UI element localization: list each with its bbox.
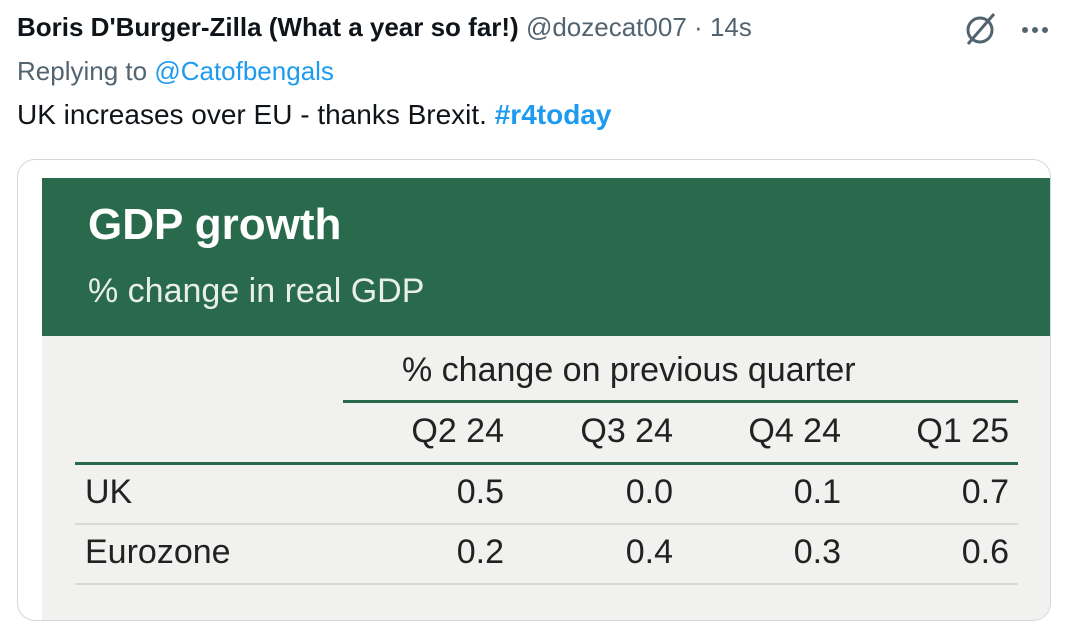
cell: 0.7 xyxy=(961,473,1009,511)
cell: 0.0 xyxy=(625,473,673,511)
column-header: Q4 24 xyxy=(748,412,841,450)
image-subtitle: % change in real GDP xyxy=(88,272,425,310)
cell: 0.6 xyxy=(961,533,1009,571)
column-header: Q1 25 xyxy=(916,412,1009,450)
page: Boris D'Burger-Zilla (What a year so far… xyxy=(17,12,1051,621)
grok-icon[interactable] xyxy=(966,13,996,45)
reply-to[interactable]: @Catofbengals xyxy=(154,56,334,86)
time[interactable]: 14s xyxy=(709,12,752,42)
hashtag[interactable]: #r4today xyxy=(494,99,612,130)
reply-line: Replying to @Catofbengals xyxy=(17,56,334,87)
row-divider xyxy=(75,523,1018,525)
text: UK increases over EU - thanks Brexit. xyxy=(17,99,487,130)
row-divider xyxy=(75,583,1018,585)
tweet-header: Boris D'Burger-Zilla (What a year so far… xyxy=(17,12,752,43)
cell: 0.3 xyxy=(793,533,841,571)
row-label: Eurozone xyxy=(85,533,231,571)
reply-prefix: Replying to xyxy=(17,56,148,86)
rule xyxy=(75,462,1018,465)
tweet-icons xyxy=(966,13,1048,45)
separator: · xyxy=(694,12,703,42)
cell: 0.1 xyxy=(793,473,841,511)
more-icon[interactable] xyxy=(1022,27,1048,33)
tweet-text: UK increases over EU - thanks Brexit. #r… xyxy=(17,99,611,131)
author-name[interactable]: Boris D'Burger-Zilla (What a year so far… xyxy=(17,12,519,42)
image: GDP growth % change in real GDP % change… xyxy=(42,178,1050,620)
handle[interactable]: @dozecat007 xyxy=(525,12,687,42)
cell: 0.2 xyxy=(456,533,504,571)
image-header: GDP growth % change in real GDP xyxy=(42,178,1050,336)
cell: 0.5 xyxy=(456,473,504,511)
row-label: UK xyxy=(85,473,133,511)
rule xyxy=(343,400,1018,403)
media-card[interactable]: GDP growth % change in real GDP % change… xyxy=(17,159,1051,621)
image-title: GDP growth xyxy=(88,200,342,249)
column-header: Q3 24 xyxy=(580,412,673,450)
column-group: % change on previous quarter xyxy=(402,351,856,389)
column-header: Q2 24 xyxy=(411,412,504,450)
cell: 0.4 xyxy=(625,533,673,571)
